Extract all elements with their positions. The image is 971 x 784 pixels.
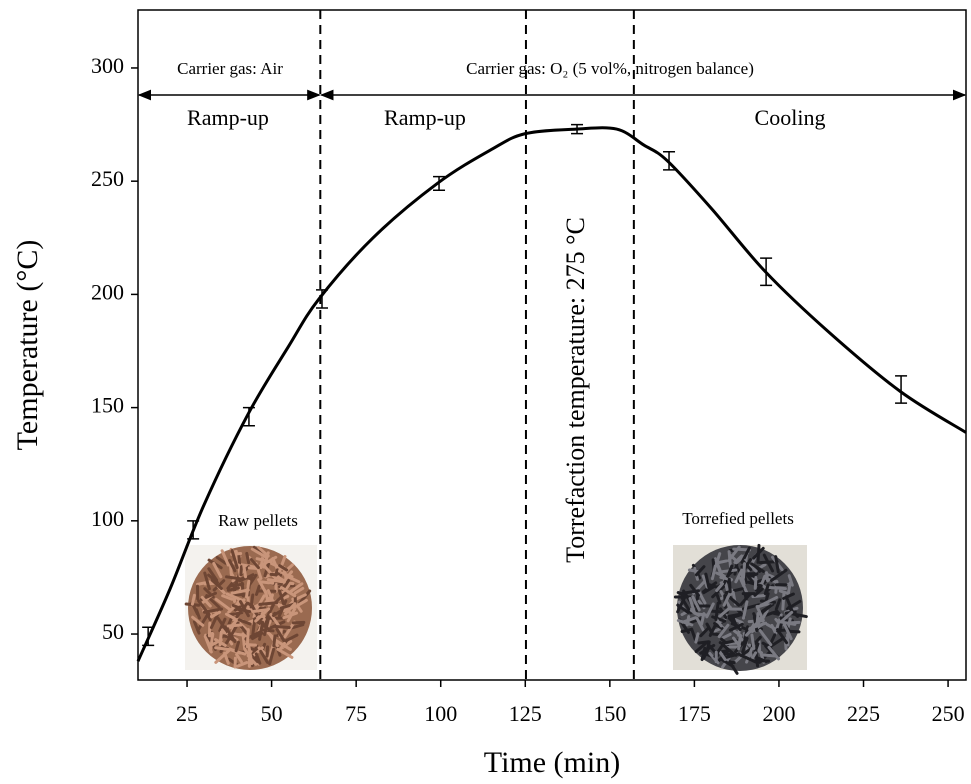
annotation: Ramp-up	[187, 105, 269, 130]
error-bar	[571, 123, 584, 135]
y-axis-title: Temperature (°C)	[11, 240, 44, 451]
x-tick-label: 50	[261, 701, 283, 726]
pellet-texture	[184, 543, 808, 675]
annotation: Torrefied pellets	[682, 509, 794, 528]
x-tick-label: 150	[593, 701, 626, 726]
error-bar	[187, 520, 200, 540]
annotation: Torrefaction temperature: 275 °C	[561, 217, 590, 563]
y-tick-label: 100	[91, 506, 124, 531]
annotation: Cooling	[755, 105, 826, 130]
y-tick-label: 150	[91, 393, 124, 418]
annotation: Ramp-up	[384, 105, 466, 130]
plot-frame	[137, 9, 967, 681]
annotation: Carrier gas: O₂ (5 vol%, nitrogen balanc…	[466, 59, 754, 78]
y-tick-label: 300	[91, 53, 124, 78]
x-tick-label: 25	[176, 701, 198, 726]
error-bar	[760, 257, 773, 287]
x-tick-label: 100	[424, 701, 457, 726]
x-tick-label: 175	[678, 701, 711, 726]
error-bar	[433, 175, 446, 191]
error-bar	[895, 375, 908, 404]
y-tick-label: 200	[91, 279, 124, 304]
error-bar	[663, 150, 676, 171]
x-tick-label: 250	[932, 701, 965, 726]
error-bar	[316, 289, 328, 309]
x-axis-title: Time (min)	[484, 746, 620, 779]
error-bar	[242, 406, 255, 427]
x-tick-label: 225	[847, 701, 880, 726]
x-tick-label: 200	[762, 701, 795, 726]
y-tick-label: 50	[102, 619, 124, 644]
annotation: Raw pellets	[218, 511, 298, 530]
y-tick-label: 250	[91, 166, 124, 191]
x-tick-label: 75	[345, 701, 367, 726]
temperature-curve	[136, 126, 967, 662]
error-bar	[142, 626, 155, 647]
x-tick-label: 125	[509, 701, 542, 726]
annotation: Carrier gas: Air	[177, 59, 283, 78]
